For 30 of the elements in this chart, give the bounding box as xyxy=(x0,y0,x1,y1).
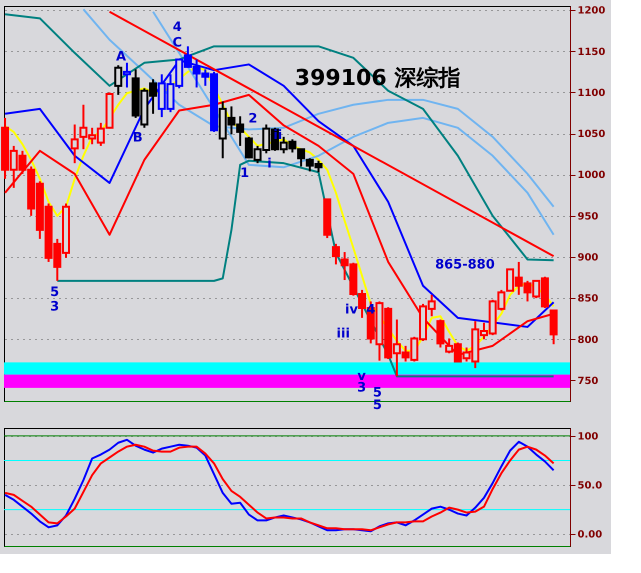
y-tick-label: 1200 xyxy=(578,6,606,17)
annotation: 3 xyxy=(50,300,60,315)
annotation: C xyxy=(172,35,182,50)
annotation: iv xyxy=(345,302,359,318)
annotation: A xyxy=(116,50,126,65)
annotation: B xyxy=(132,130,143,146)
y-tick-label: 750 xyxy=(578,376,598,387)
annotation: 2 xyxy=(248,112,258,127)
y-tick-label: 0.00 xyxy=(578,530,602,541)
y-tick-label: 1150 xyxy=(578,46,606,58)
y-tick-label: 950 xyxy=(578,211,598,222)
y-tick-label: 800 xyxy=(578,334,598,346)
y-tick-label: 50.0 xyxy=(578,480,602,492)
annotation: iii xyxy=(336,326,350,342)
candlestick xyxy=(70,124,79,164)
y-tick-label: 1100 xyxy=(578,88,606,99)
candlestick xyxy=(332,242,340,266)
annotation: 865-880 xyxy=(435,258,495,273)
y-tick-label: 850 xyxy=(578,294,598,305)
annotation: 5 xyxy=(372,385,382,400)
annotation: 4 xyxy=(366,302,376,318)
y-tick-label: 100 xyxy=(578,431,598,442)
annotation: 1 xyxy=(240,166,250,181)
candlestick xyxy=(436,318,444,349)
y-tick-label: 1050 xyxy=(578,129,606,140)
y-tick-label: 900 xyxy=(578,252,598,264)
annotation: 4 xyxy=(172,20,182,35)
annotation: 5 xyxy=(372,398,382,413)
y-tick-label: 1000 xyxy=(578,170,606,182)
annotation: 5 xyxy=(50,285,60,300)
